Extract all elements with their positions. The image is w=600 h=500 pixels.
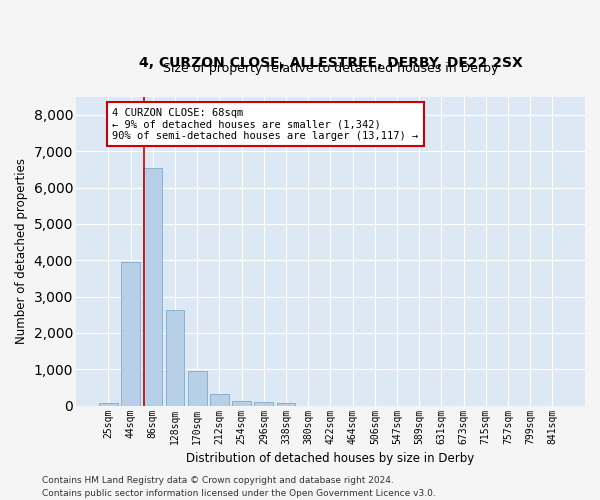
- Bar: [232, 400, 251, 406]
- Text: Contains HM Land Registry data © Crown copyright and database right 2024.
Contai: Contains HM Land Registry data © Crown c…: [42, 476, 436, 498]
- Bar: [99, 403, 118, 406]
- X-axis label: Distribution of detached houses by size in Derby: Distribution of detached houses by size …: [186, 452, 475, 465]
- Bar: [188, 370, 206, 406]
- Text: 4, CURZON CLOSE, ALLESTREE, DERBY, DE22 2SX: 4, CURZON CLOSE, ALLESTREE, DERBY, DE22 …: [139, 56, 522, 70]
- Title: Size of property relative to detached houses in Derby: Size of property relative to detached ho…: [163, 62, 498, 74]
- Text: 4 CURZON CLOSE: 68sqm
← 9% of detached houses are smaller (1,342)
90% of semi-de: 4 CURZON CLOSE: 68sqm ← 9% of detached h…: [112, 108, 419, 141]
- Bar: [143, 168, 162, 406]
- Bar: [121, 262, 140, 406]
- Y-axis label: Number of detached properties: Number of detached properties: [15, 158, 28, 344]
- Bar: [277, 402, 295, 406]
- Bar: [254, 402, 273, 406]
- Bar: [166, 310, 184, 406]
- Bar: [210, 394, 229, 406]
